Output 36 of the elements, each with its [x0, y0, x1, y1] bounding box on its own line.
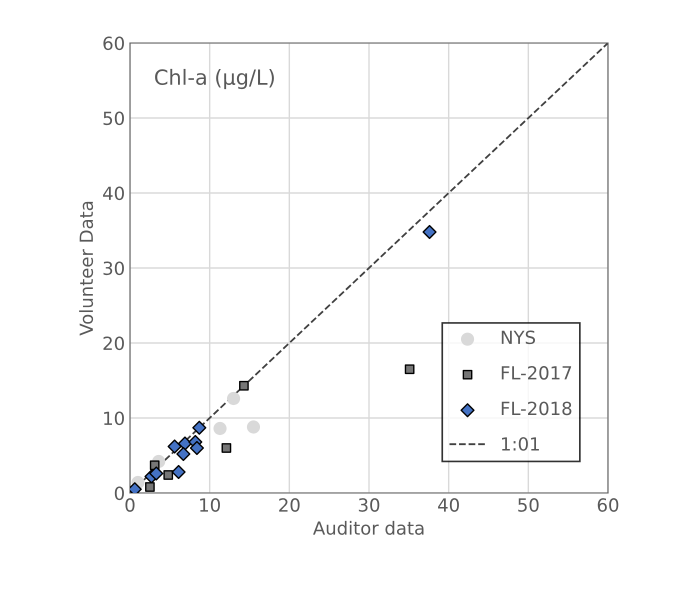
- y-tick-label: 0: [114, 486, 124, 500]
- x-tick-label: 0: [125, 498, 135, 512]
- point: [404, 364, 414, 374]
- y-tick-label: 50: [104, 111, 124, 126]
- y-tick-label: 20: [103, 336, 124, 350]
- legend-label: 1:01: [502, 437, 539, 451]
- legend-label: FL-2018: [502, 402, 572, 416]
- x-tick-label: 30: [358, 498, 380, 512]
- point: [163, 470, 174, 480]
- point: [172, 464, 186, 480]
- point: [246, 420, 260, 434]
- x-tick-label: 40: [438, 498, 459, 512]
- text: Chl-a (µg/L): [155, 68, 274, 90]
- legend-label: NYS: [502, 330, 536, 344]
- x-tick-label: 60: [598, 498, 618, 512]
- y-axis-title: Volunteer Data: [79, 202, 94, 336]
- point: [422, 224, 437, 240]
- x-tick-label: 20: [279, 498, 300, 512]
- y-tick-label: 30: [104, 261, 124, 276]
- x-tick-label: 50: [518, 498, 539, 512]
- point: [145, 482, 155, 492]
- point: [190, 440, 204, 456]
- point: [222, 443, 232, 453]
- point: [213, 422, 227, 436]
- y-tick-label: 10: [104, 411, 124, 426]
- x-tick-label: 10: [200, 498, 220, 512]
- x-axis-title: Auditor data: [313, 520, 424, 535]
- y-tick-label: 40: [103, 186, 124, 200]
- point: [168, 439, 182, 454]
- point: [176, 446, 190, 462]
- point: [192, 420, 206, 435]
- y-tick-label: 60: [103, 36, 124, 50]
- point: [226, 392, 240, 406]
- legend-label: FL-2017: [502, 366, 572, 380]
- point: [149, 466, 164, 481]
- point: [239, 380, 249, 391]
